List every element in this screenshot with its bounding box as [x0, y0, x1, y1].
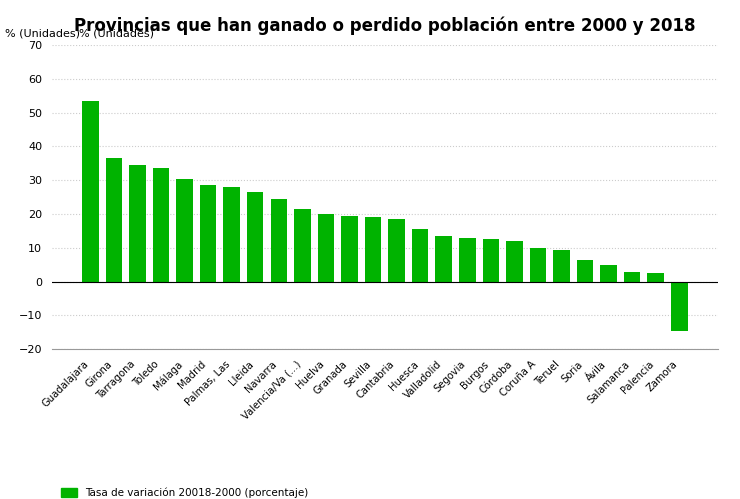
Bar [200, 185, 216, 281]
Bar [152, 168, 169, 281]
Bar [600, 265, 617, 281]
Bar [459, 238, 476, 281]
Title: Provincias que han ganado o perdido población entre 2000 y 2018: Provincias que han ganado o perdido pobl… [74, 16, 696, 35]
Bar [530, 248, 546, 281]
Bar [388, 219, 405, 281]
Bar [365, 218, 381, 281]
Legend: Tasa de variación 20018-2000 (porcentaje): Tasa de variación 20018-2000 (porcentaje… [57, 484, 312, 499]
Bar [671, 281, 687, 331]
Bar [412, 229, 428, 281]
Bar [482, 240, 499, 281]
Bar [341, 216, 357, 281]
Bar [176, 179, 193, 281]
Bar [82, 101, 98, 281]
Y-axis label: % (Unidades): % (Unidades) [5, 29, 80, 39]
Bar [130, 165, 146, 281]
Bar [435, 236, 452, 281]
Bar [576, 259, 593, 281]
Bar [624, 271, 640, 281]
Bar [648, 273, 664, 281]
Bar [294, 209, 311, 281]
Bar [247, 192, 263, 281]
Text: % (Unidades): % (Unidades) [78, 28, 153, 38]
Bar [106, 158, 122, 281]
Bar [271, 199, 287, 281]
Bar [554, 250, 570, 281]
Bar [223, 187, 240, 281]
Bar [317, 214, 334, 281]
Bar [506, 241, 522, 281]
